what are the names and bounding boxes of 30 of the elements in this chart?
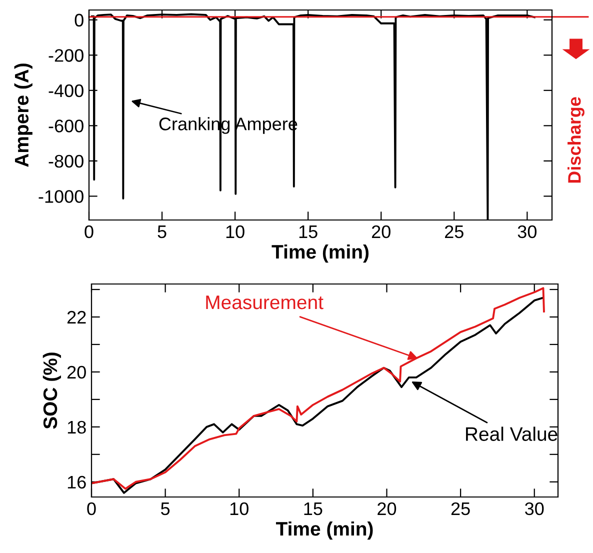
x-tick-label: 5 [158,226,166,238]
y-tick-label: -400 [48,84,84,98]
x-axis-title: Time (min) [276,521,373,540]
y-tick-label: -800 [48,154,84,168]
x-tick-label: 25 [445,225,464,238]
y-axis-title: Ampere (A) [14,64,32,167]
x-tick-label: 15 [299,226,318,238]
x-tick-label: 5 [161,502,170,516]
x-tick-label: 30 [518,225,537,238]
y-tick-label: 16 [68,476,86,489]
y-axis-title: SOC (%) [42,352,61,429]
y-tick-label: 0 [74,14,84,27]
x-tick-label: 10 [230,502,248,516]
annotation: Real Value [466,426,558,441]
x-tick-label: 10 [226,225,244,238]
y-tick-label: -600 [48,120,84,132]
annotation: Measurement [206,296,324,310]
x-axis-title: Time (min) [272,244,369,263]
x-tick-label: 0 [87,502,96,516]
y-tick-label: -200 [48,49,84,62]
y-tick-label: -1000 [38,190,84,203]
y-tick-label: 22 [67,310,86,324]
x-tick-label: 20 [372,225,390,238]
y-tick-label: 20 [67,366,86,379]
x-tick-label: 30 [525,502,544,516]
x-tick-label: 15 [304,502,322,516]
x-tick-label: 25 [451,502,470,516]
ref-line-label: Discharge [568,97,584,183]
x-tick-label: 20 [378,502,396,516]
y-tick-label: 18 [68,420,86,434]
